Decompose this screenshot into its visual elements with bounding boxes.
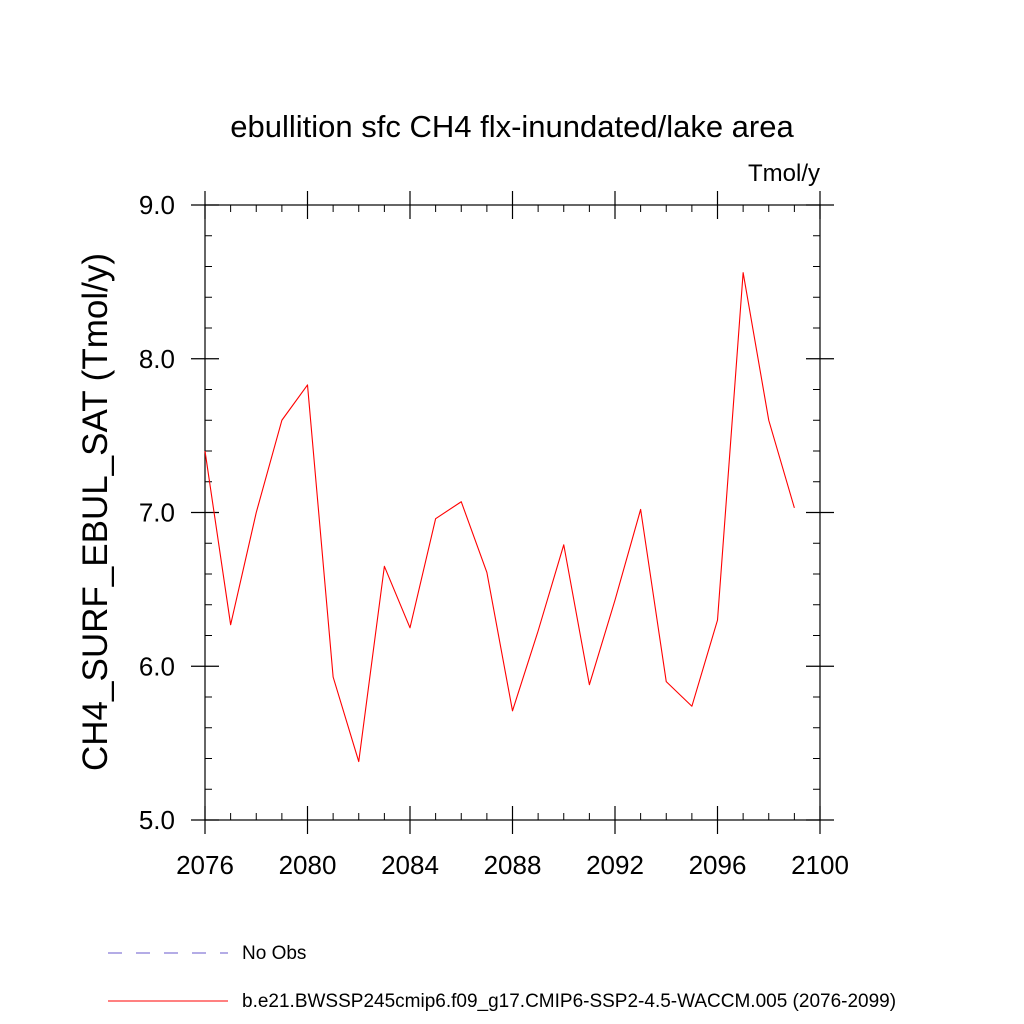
- y-tick-label: 6.0: [139, 651, 175, 681]
- x-tick-label: 2088: [484, 850, 542, 880]
- y-tick-label: 8.0: [139, 344, 175, 374]
- x-tick-label: 2092: [586, 850, 644, 880]
- y-tick-label: 9.0: [139, 190, 175, 220]
- x-tick-label: 2080: [279, 850, 337, 880]
- y-axis-label: CH4_SURF_EBUL_SAT (Tmol/y): [76, 253, 115, 771]
- units-label: Tmol/y: [748, 160, 820, 187]
- legend-label-model: b.e21.BWSSP245cmip6.f09_g17.CMIP6-SSP2-4…: [242, 991, 896, 1012]
- x-tick-label: 2076: [176, 850, 234, 880]
- legend: No Obs b.e21.BWSSP245cmip6.f09_g17.CMIP6…: [108, 943, 896, 1012]
- axis-tick-labels: 2076 2080 2084 2088 2092 2096 2100 5.0 6.0 7.0 8.0…: [139, 190, 849, 880]
- data-series: [204, 272, 795, 763]
- axis-ticks: [191, 191, 834, 834]
- y-tick-label: 5.0: [139, 805, 175, 835]
- y-tick-label: 7.0: [139, 498, 175, 528]
- series-line: [204, 272, 795, 763]
- chart-title: ebullition sfc CH4 flx-inundated/lake ar…: [230, 109, 794, 144]
- legend-label-no-obs: No Obs: [242, 943, 306, 964]
- x-tick-label: 2100: [791, 850, 849, 880]
- x-tick-label: 2084: [381, 850, 439, 880]
- x-tick-label: 2096: [689, 850, 747, 880]
- plot-frame: [204, 204, 821, 821]
